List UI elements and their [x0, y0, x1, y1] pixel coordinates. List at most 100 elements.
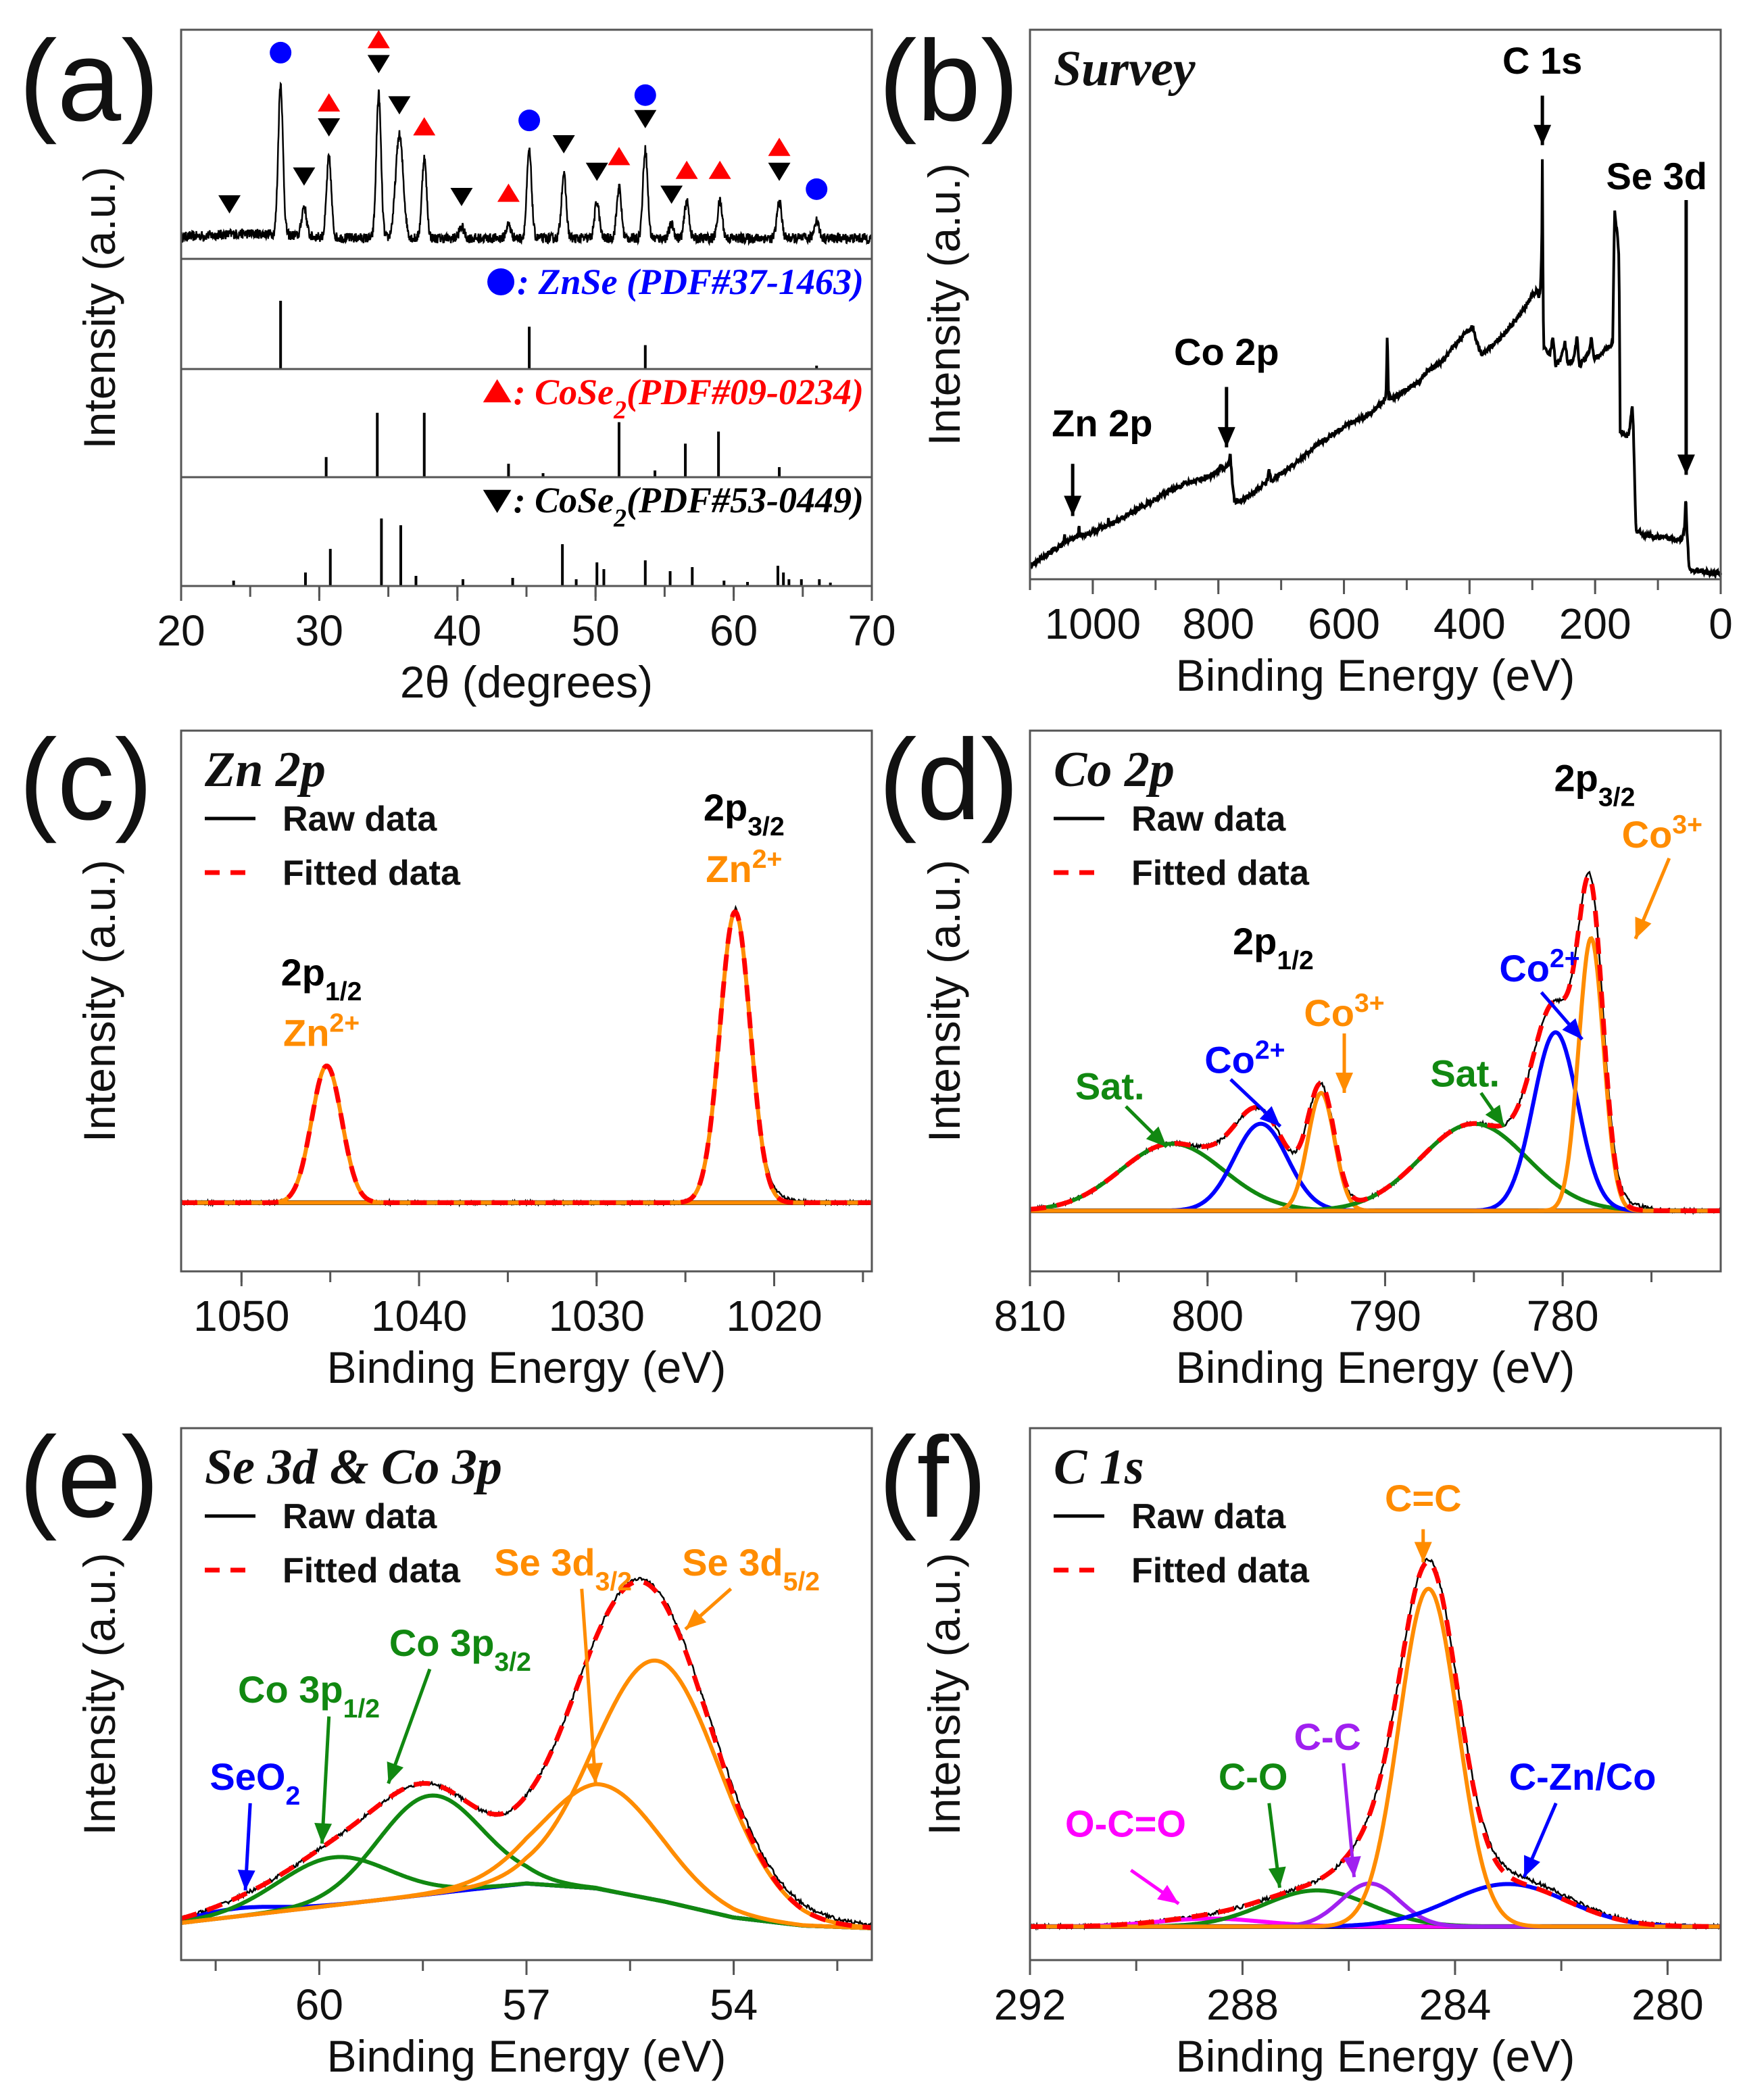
arrowhead-icon [314, 1822, 333, 1844]
peak-annotation-label: Co 3p1/2 [238, 1668, 380, 1724]
arrowhead-icon [1259, 1106, 1281, 1127]
text-segment: : CoSe [514, 372, 614, 412]
triangle-down-marker-icon [660, 185, 683, 204]
peak-annotation-label: C-C [1294, 1715, 1361, 1758]
peak-annotation-label: 2p1/2 [1233, 920, 1314, 975]
arrowhead-icon [1146, 1126, 1167, 1147]
text-segment: 2p [1233, 920, 1277, 962]
text-segment: 1/2 [343, 1694, 380, 1724]
text-segment: Sat. [1075, 1065, 1145, 1108]
arrowhead-icon [387, 1761, 404, 1784]
circle-marker-icon [634, 84, 656, 106]
x-tick-label: 40 [433, 606, 481, 655]
text-segment: Co [1499, 947, 1550, 990]
peak-annotation-label: Zn2+ [706, 845, 782, 891]
peak-annotation-label: Co3+ [1622, 810, 1702, 856]
text-segment: 2p [1554, 757, 1598, 800]
panel-label: (f) [879, 1413, 987, 1542]
peak-annotation-label: Se 3d5/2 [682, 1541, 820, 1596]
arrowhead-icon [1157, 1884, 1179, 1904]
panel-label: (e) [19, 1413, 159, 1542]
legend-raw-label: Raw data [1131, 800, 1286, 839]
x-tick-label: 1030 [549, 1292, 645, 1340]
x-tick-label: 284 [1419, 1980, 1492, 2029]
y-axis-label: Intensity (a.u.) [919, 860, 969, 1142]
panel-d: (d) Intensity (a.u.) Binding Energy (eV) 81… [879, 716, 1722, 1392]
triangle-up-marker-icon [367, 30, 390, 49]
x-axis-label: Binding Energy (eV) [1176, 650, 1575, 700]
panel-title: Co 2p [1054, 742, 1175, 798]
peak-annotation-label: 2p3/2 [704, 786, 785, 841]
text-segment: 2 [613, 396, 627, 424]
text-segment: Sat. [1430, 1052, 1500, 1094]
text-segment: 2+ [1550, 944, 1580, 973]
x-tick-label: 30 [295, 606, 343, 655]
arrowhead-icon [1064, 495, 1082, 516]
text-segment: (PDF#53-0449) [627, 480, 864, 520]
triangle-down-marker-icon [218, 195, 241, 214]
text-segment: 2p [704, 786, 747, 829]
triangle-up-marker-icon [318, 93, 341, 112]
raw-data-line [180, 1576, 873, 1927]
triangle-down-marker-icon [293, 167, 316, 186]
text-segment: Zn 2p [1052, 402, 1152, 445]
reference-legend-marker-icon [483, 489, 512, 513]
triangle-up-marker-icon [708, 160, 731, 179]
arrowhead-icon [1635, 917, 1652, 939]
text-segment: Zn [283, 1011, 329, 1054]
arrowhead-icon [585, 1762, 604, 1784]
peak-annotation-label: Sat. [1430, 1052, 1500, 1094]
circle-marker-icon [806, 178, 828, 200]
x-axis-label: Binding Energy (eV) [1176, 2031, 1575, 2081]
peak-annotation-label: C 1s [1502, 39, 1582, 82]
legend-raw-label: Raw data [1131, 1497, 1286, 1536]
panel-label: (a) [19, 17, 159, 145]
legend-raw-label: Raw data [283, 1497, 437, 1536]
peak-annotation-label: O-C=O [1065, 1802, 1186, 1845]
annotation-arrow-shaft [580, 1588, 597, 1784]
fitted-data-line [181, 909, 872, 1205]
text-segment: : CoSe [514, 480, 614, 520]
fit-component-line [180, 1658, 873, 1930]
peak-annotation-label: C=C [1385, 1477, 1462, 1519]
background-line [526, 1881, 873, 1930]
legend-fitted-label: Fitted data [283, 1551, 461, 1590]
y-axis-label: Intensity (a.u.) [919, 1553, 969, 1835]
text-segment: C=C [1385, 1477, 1462, 1519]
text-segment: Co 2p [1174, 331, 1279, 373]
panel-f: (f) Intensity (a.u.) Binding Energy (eV) 29… [879, 1413, 1722, 2081]
peak-annotation-label: Zn 2p [1052, 402, 1152, 445]
fit-component-line [1030, 1586, 1721, 1929]
panel-label: (b) [879, 17, 1019, 145]
legend-fitted-label: Fitted data [283, 854, 461, 893]
arrowhead-icon [1533, 124, 1552, 145]
panel-label: (c) [19, 716, 153, 844]
arrowhead-icon [1677, 454, 1695, 475]
panel-c: (c)Intensity (a.u.)Binding Energy (eV)10… [19, 716, 873, 1392]
reference-legend-label: : CoSe2(PDF#09-0234) [514, 372, 864, 424]
panel-a: (a) Intensity (a.u.) 2θ (degrees) 20 30 40 50 6… [19, 17, 896, 707]
text-segment: 2 [285, 1782, 300, 1811]
x-tick-label: 54 [710, 1980, 758, 2029]
circle-marker-icon [270, 41, 292, 64]
x-tick-label: 200 [1559, 600, 1631, 648]
x-tick-label: 50 [572, 606, 620, 655]
text-segment: Se 3d [494, 1541, 595, 1584]
peak-annotation-label: Co 3p3/2 [389, 1621, 531, 1677]
triangle-up-marker-icon [768, 137, 791, 156]
text-segment: (PDF#09-0234) [627, 372, 864, 412]
triangle-up-marker-icon [413, 117, 436, 136]
arrowhead-icon [1343, 1856, 1361, 1878]
triangle-down-marker-icon [634, 109, 657, 128]
x-tick-label: 790 [1349, 1292, 1421, 1340]
x-tick-label: 400 [1433, 600, 1506, 648]
x-tick-label: 780 [1527, 1292, 1599, 1340]
y-axis-label: Intensity (a.u.) [74, 860, 124, 1142]
text-segment: Co 3p [238, 1668, 343, 1711]
legend-raw-label: Raw data [283, 800, 437, 839]
peak-annotation-label: Sat. [1075, 1065, 1145, 1108]
text-segment: 3/2 [1598, 783, 1635, 812]
triangle-down-marker-icon [388, 96, 411, 115]
text-segment: Se 3d [682, 1541, 783, 1584]
plot-frame [180, 28, 873, 587]
